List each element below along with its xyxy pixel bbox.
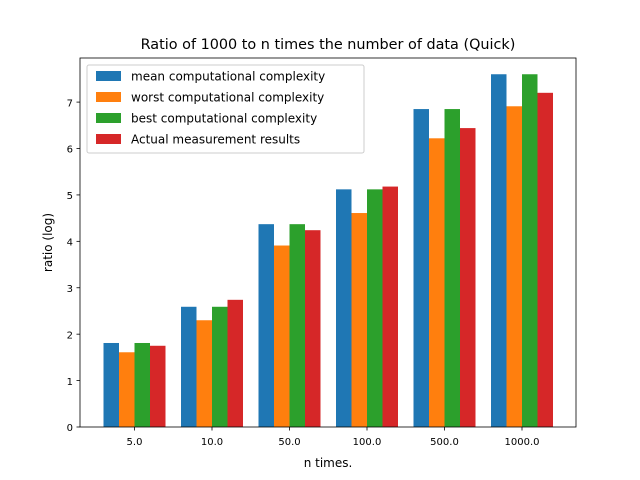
bars-group	[103, 74, 553, 428]
bar-1-100.0	[336, 189, 352, 427]
bar-1-1000.0	[491, 74, 507, 427]
legend-label: Actual measurement results	[131, 132, 300, 146]
bar-3-100.0	[367, 189, 383, 427]
bar-2-5.0	[119, 352, 135, 427]
plot-frame	[79, 57, 577, 428]
x-axis: 5.0 10.0 50.0 100.0 500.0 1000.0	[127, 427, 540, 448]
legend-swatch	[96, 134, 121, 144]
y-tick-label: 5	[67, 191, 73, 202]
y-tick-label: 2	[67, 330, 73, 341]
legend-box	[86, 64, 365, 154]
y-tick-label: 0	[67, 423, 73, 434]
y-tick-label: 1	[67, 377, 73, 388]
legend-swatch	[96, 71, 121, 81]
bar-2-100.0	[351, 213, 367, 427]
chart-title: Ratio of 1000 to n times the number of d…	[141, 37, 516, 53]
legend: mean computational complexity worst compu…	[86, 64, 365, 154]
legend-label: best computational complexity	[131, 111, 317, 125]
bar-1-5.0	[103, 342, 119, 427]
legend-swatch	[96, 113, 121, 123]
y-tick-label: 6	[67, 145, 73, 156]
bar-1-50.0	[258, 224, 274, 427]
y-tick-label: 4	[67, 238, 73, 249]
bar-1-500.0	[413, 109, 429, 427]
x-tick-label: 50.0	[278, 437, 300, 448]
bar-4-50.0	[305, 230, 321, 427]
y-tick-label: 7	[67, 98, 73, 109]
x-tick-label: 5.0	[127, 437, 143, 448]
legend-label: mean computational complexity	[131, 69, 325, 83]
bar-4-500.0	[460, 128, 476, 427]
x-tick-label: 500.0	[430, 437, 459, 448]
bar-2-50.0	[274, 245, 290, 427]
bar-3-500.0	[444, 109, 460, 427]
legend-label: worst computational complexity	[131, 90, 324, 104]
y-tick-label: 3	[67, 284, 73, 295]
y-axis-label: ratio (log)	[41, 213, 55, 272]
bar-2-500.0	[429, 138, 445, 428]
bar-4-10.0	[227, 299, 243, 427]
y-axis: 0 1 2 3 4 5 6 7	[67, 98, 80, 434]
legend-swatch	[96, 92, 121, 102]
bar-3-1000.0	[522, 74, 538, 427]
bar-2-10.0	[196, 320, 212, 427]
bar-2-1000.0	[506, 106, 522, 428]
bar-3-5.0	[134, 342, 150, 427]
x-tick-label: 100.0	[353, 437, 382, 448]
x-tick-label: 1000.0	[505, 437, 540, 448]
bar-1-10.0	[181, 306, 197, 427]
x-tick-label: 10.0	[201, 437, 223, 448]
bar-3-10.0	[212, 306, 228, 427]
x-axis-label: n times.	[304, 456, 353, 470]
bar-4-5.0	[150, 345, 166, 427]
bar-4-1000.0	[537, 92, 553, 427]
bar-4-100.0	[382, 186, 398, 427]
bar-3-50.0	[289, 224, 305, 427]
